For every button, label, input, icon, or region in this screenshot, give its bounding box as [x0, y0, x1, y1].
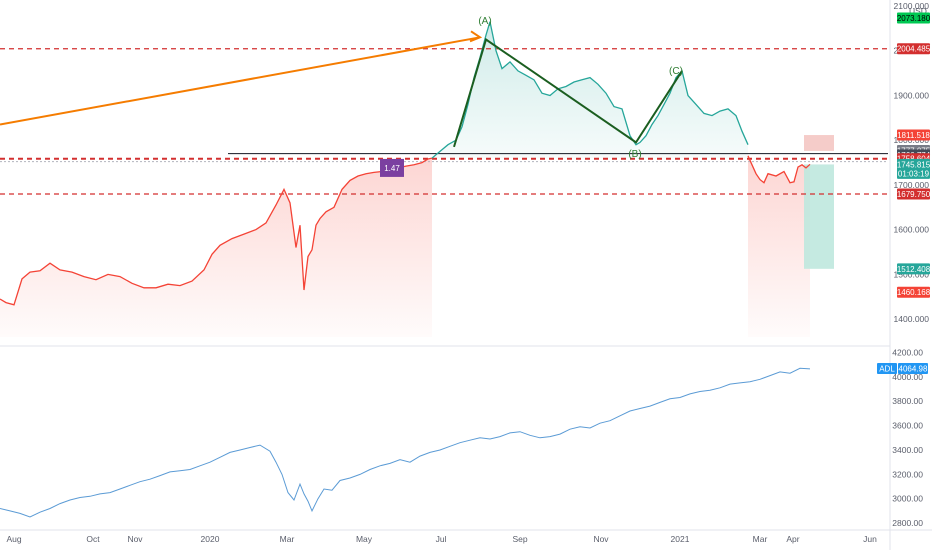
price-pane[interactable]: (A) (B) (C) 1.47	[0, 16, 888, 337]
time-tick-9: 2021	[671, 534, 690, 544]
price-tick-7: 2100.000	[894, 1, 930, 11]
time-tick-11: Apr	[786, 534, 799, 544]
risk-box[interactable]	[804, 135, 834, 151]
price-tick-3: 1700.000	[894, 180, 930, 190]
adl-tag-name: ADL	[879, 365, 895, 374]
price-tag-2: 1811.518	[897, 131, 930, 140]
price-tag-bg-7	[897, 188, 930, 200]
adl-tick-2: 3200.00	[892, 469, 923, 479]
price-area-fill-1	[432, 21, 748, 159]
currency-label: USD	[909, 6, 927, 16]
price-tick-2: 1600.000	[894, 225, 930, 235]
price-tag-bg-9	[897, 286, 930, 298]
time-tick-2: Nov	[127, 534, 143, 544]
time-tick-4: Mar	[280, 534, 295, 544]
reward-box[interactable]	[804, 164, 834, 269]
note-label-text: 1.47	[384, 164, 400, 173]
price-line-2[interactable]	[747, 155, 811, 184]
price-tag-6: 1745.815	[897, 160, 931, 169]
price-tag-countdown: 01:03:19	[898, 169, 930, 178]
time-tick-12: Jun	[863, 534, 877, 544]
adl-tick-3: 3400.00	[892, 445, 923, 455]
price-tick-1: 1500.000	[894, 269, 930, 279]
wave-label-1[interactable]: (B)	[628, 149, 641, 160]
adl-tick-4: 3600.00	[892, 421, 923, 431]
price-tag-7: 1679.750	[897, 190, 931, 199]
trendline-arrowhead	[469, 30, 483, 43]
adl-tag-value-bg	[898, 363, 928, 374]
adl-tag-name-bg	[877, 363, 897, 374]
time-tick-8: Nov	[593, 534, 609, 544]
time-tick-1: Oct	[86, 534, 100, 544]
price-tag-bg-0	[897, 12, 930, 24]
adl-tick-5: 3800.00	[892, 396, 923, 406]
price-tick-5: 1900.000	[894, 90, 930, 100]
time-tick-10: Mar	[753, 534, 768, 544]
price-tag-bg-8	[897, 263, 930, 275]
time-tick-3: 2020	[201, 534, 220, 544]
orange-trendline[interactable]	[0, 36, 481, 126]
price-line-0[interactable]	[0, 157, 433, 306]
adl-axis[interactable]: 2800.00 3000.00 3200.00 3400.00 3600.00 3800.…	[892, 347, 923, 528]
time-tick-5: May	[356, 534, 373, 544]
adl-value-tag: ADL 4064.98	[877, 363, 928, 374]
elliott-wave-path[interactable]	[453, 37, 683, 148]
time-axis[interactable]: Aug Oct Nov 2020 Mar May Jul Sep Nov 2021 Mar Apr Ju…	[6, 534, 877, 544]
time-tick-6: Jul	[436, 534, 447, 544]
adl-tick-0: 2800.00	[892, 518, 923, 528]
price-tag-9: 1460.168	[897, 288, 931, 297]
price-tag-bg-2	[897, 129, 930, 141]
adl-tick-7: 4200.00	[892, 347, 923, 357]
price-tags: 2073.1802004.4851811.5181777.0751766.774…	[897, 12, 931, 298]
price-tag-0: 2073.180	[897, 14, 931, 23]
note-label-bg[interactable]	[380, 158, 404, 177]
price-tick-0: 1400.000	[894, 314, 930, 324]
price-area-fill-2	[748, 155, 810, 337]
adl-line[interactable]	[0, 367, 811, 518]
price-area-fill-0	[0, 158, 432, 337]
price-tag-bg-1	[897, 43, 930, 55]
adl-tick-1: 3000.00	[892, 494, 923, 504]
wave-label-2[interactable]: (C)	[669, 66, 683, 77]
wave-label-0[interactable]: (A)	[478, 16, 491, 27]
adl-tag-value: 4064.98	[899, 365, 928, 374]
time-tick-7: Sep	[512, 534, 527, 544]
price-tag-1: 2004.485	[897, 45, 931, 54]
price-tag-8: 1512.408	[897, 265, 931, 274]
adl-tick-6: 4000.00	[892, 372, 923, 382]
time-tick-0: Aug	[6, 534, 21, 544]
adl-pane[interactable]	[0, 367, 811, 518]
price-tag-bg-6	[897, 158, 930, 179]
